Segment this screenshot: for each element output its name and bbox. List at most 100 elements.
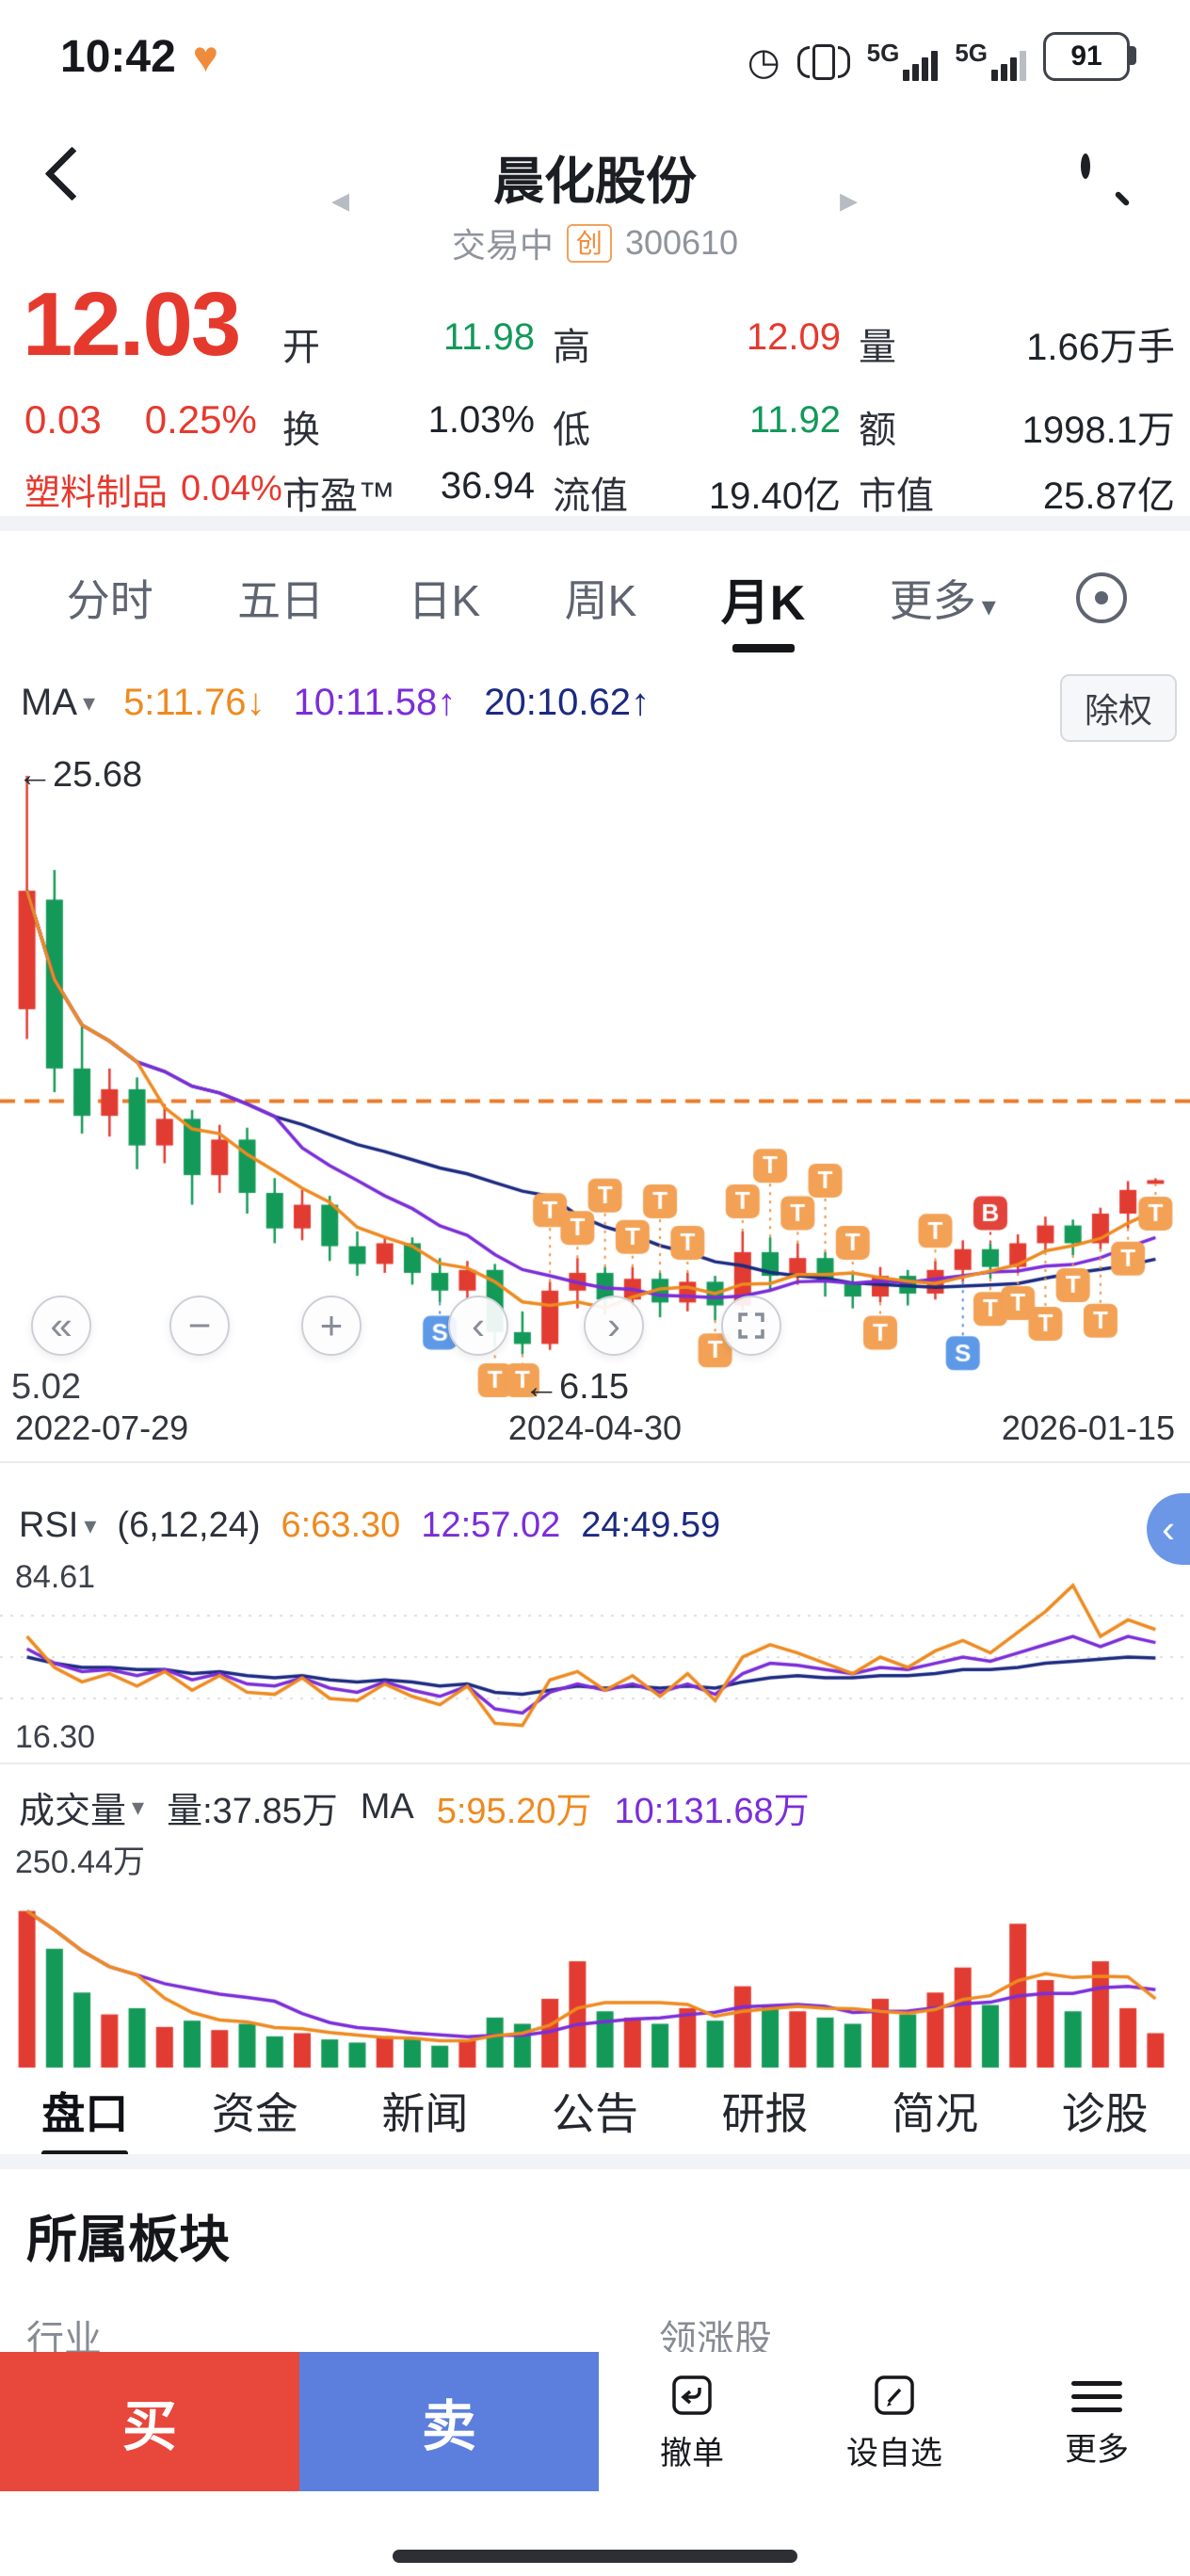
- header: ◂ ▸ 晨化股份 交易中 创 300610: [0, 113, 1190, 273]
- fullscreen-icon: [738, 1312, 764, 1339]
- kline-canvas[interactable]: [0, 744, 1190, 1403]
- divider-line: [0, 1461, 1190, 1463]
- board-badge: 创: [566, 223, 612, 263]
- vol-canvas[interactable]: [0, 1874, 1190, 2071]
- sector-pct: 0.04%: [181, 469, 282, 508]
- zoom-in-button[interactable]: +: [301, 1296, 362, 1356]
- change-value: 0.03: [24, 397, 102, 442]
- quote-field: 高 12.09: [553, 316, 841, 368]
- more-actions-button[interactable]: 更多: [1065, 2374, 1129, 2470]
- date-end: 2026-01-15: [1001, 1409, 1175, 1447]
- tab-5day[interactable]: 五日: [237, 576, 325, 625]
- chevron-right-icon: ›: [295, 469, 307, 508]
- quote-field: 额 1998.1万: [859, 410, 1175, 451]
- rsi6-value: 6:63.30: [281, 1505, 401, 1545]
- scroll-left-fast-button[interactable]: «: [31, 1296, 91, 1356]
- alarm-icon: ◷: [747, 41, 780, 83]
- kline-chart[interactable]: ←25.68 5.02 ←6.15 « − + ‹ ›: [0, 744, 1190, 1407]
- tab-order-book[interactable]: 盘口: [40, 2067, 130, 2157]
- add-watchlist-button[interactable]: 设自选: [846, 2371, 942, 2473]
- period-tab-bar: 分时 五日 日K 周K 月K 更多 ▾: [0, 539, 1190, 657]
- date-mid: 2024-04-30: [507, 1409, 683, 1447]
- rsi-selector[interactable]: RSI ▾: [19, 1505, 97, 1545]
- volume-indicator-bar: 成交量 ▾ 量:37.85万 MA 5:95.20万 10:131.68万: [0, 1778, 1190, 1836]
- rsi-canvas[interactable]: [0, 1567, 1190, 1751]
- quote-field: 流值 19.40亿: [553, 475, 841, 517]
- tab-funds[interactable]: 资金: [211, 2089, 298, 2138]
- sector-name: 塑料制品: [24, 474, 169, 513]
- last-price: 12.03: [23, 274, 241, 375]
- tab-more[interactable]: 更多 ▾: [889, 576, 996, 625]
- ex-rights-button[interactable]: 除权: [1059, 674, 1177, 742]
- edit-watchlist-icon: [875, 2375, 914, 2415]
- section-title: 所属板块: [26, 2212, 230, 2268]
- sector-link[interactable]: 塑料制品 0.04% ›: [24, 463, 307, 515]
- trade-action-bar: 买 卖 撤单 设自选 更多: [0, 2352, 1190, 2491]
- divider-band: [0, 516, 1190, 531]
- sell-button[interactable]: 卖: [299, 2352, 599, 2491]
- tab-minute[interactable]: 分时: [66, 576, 153, 625]
- status-bar: 10:42 ♥ ◷ 5G 5G 91: [0, 0, 1190, 113]
- tab-news[interactable]: 新闻: [381, 2089, 469, 2138]
- rsi12-value: 12:57.02: [421, 1505, 561, 1545]
- buy-button[interactable]: 买: [0, 2352, 299, 2491]
- rsi-indicator-bar: RSI ▾ (6,12,24) 6:63.30 12:57.02 24:49.59: [0, 1495, 1190, 1555]
- battery-percent: 91: [1070, 40, 1102, 72]
- volume-ma5-value: 5:95.20万: [436, 1791, 592, 1831]
- zoom-out-button[interactable]: −: [169, 1296, 230, 1356]
- tab-monthly-k[interactable]: 月K: [717, 550, 810, 652]
- price-change: 0.03 0.25%: [24, 397, 257, 443]
- rsi-min-label: 16.30: [15, 1719, 96, 1755]
- stock-subtitle: 交易中 创 300610: [0, 218, 1190, 267]
- stock-code: 300610: [624, 223, 739, 262]
- quote-field: 换 1.03%: [282, 399, 535, 451]
- divider-band: [0, 2154, 1190, 2169]
- date-axis: 2022-07-29 2024-04-30 2026-01-15: [15, 1409, 1175, 1452]
- volume-selector[interactable]: 成交量 ▾: [19, 1791, 145, 1831]
- next-stock-icon[interactable]: ▸: [840, 181, 859, 220]
- caret-down-icon: ▾: [132, 1792, 145, 1821]
- ma10-value: 10:11.58↑: [293, 681, 457, 723]
- clock-time: 10:42: [60, 31, 176, 82]
- rsi24-value: 24:49.59: [581, 1505, 721, 1545]
- vibrate-icon: [796, 43, 850, 81]
- volume-ma10-value: 10:131.68万: [614, 1791, 810, 1831]
- tab-diagnosis[interactable]: 诊股: [1061, 2089, 1149, 2138]
- ma5-value: 5:11.76↓: [123, 681, 265, 723]
- hamburger-icon: [1071, 2374, 1122, 2416]
- tab-research[interactable]: 研报: [721, 2089, 809, 2138]
- tab-weekly-k[interactable]: 周K: [564, 576, 637, 625]
- indicator-settings-icon[interactable]: [1076, 572, 1128, 623]
- heart-icon: ♥: [192, 32, 219, 81]
- high-annotation: ←25.68: [17, 755, 143, 795]
- caret-down-icon: ▾: [83, 687, 96, 716]
- fullscreen-button[interactable]: [721, 1296, 781, 1356]
- quote-field: 开 11.98: [282, 316, 535, 368]
- ma-selector[interactable]: MA ▾: [21, 681, 96, 723]
- content-tab-bar: 盘口 资金 新闻 公告 研报 简况 诊股: [0, 2067, 1190, 2157]
- min-price-label: 5.02: [11, 1367, 81, 1407]
- scroll-left-button[interactable]: ‹: [448, 1296, 508, 1356]
- cancel-order-icon: [672, 2375, 712, 2415]
- tab-announcements[interactable]: 公告: [551, 2089, 638, 2138]
- quote-field: 市盈™ 36.94: [282, 465, 535, 517]
- home-indicator: [393, 2550, 797, 2563]
- signal-icon-sim2: 5G: [955, 39, 1026, 81]
- tab-daily-k[interactable]: 日K: [408, 576, 481, 625]
- cancel-order-button[interactable]: 撤单: [660, 2371, 724, 2473]
- trading-status: 交易中: [451, 226, 554, 265]
- prev-stock-icon[interactable]: ◂: [331, 181, 350, 220]
- caret-down-icon: ▾: [84, 1510, 97, 1539]
- battery-icon: 91: [1043, 32, 1136, 81]
- search-button[interactable]: [1081, 153, 1135, 213]
- caret-down-icon: ▾: [981, 591, 996, 622]
- volume-value: 量:37.85万: [167, 1791, 338, 1831]
- quote-field: 量 1.66万手: [859, 327, 1175, 368]
- search-icon: [1081, 153, 1090, 179]
- tab-profile[interactable]: 简况: [892, 2089, 979, 2138]
- scroll-right-button[interactable]: ›: [584, 1296, 644, 1356]
- quote-field: 低 11.92: [553, 399, 841, 451]
- low-annotation: ←6.15: [523, 1367, 629, 1407]
- quote-field: 市值 25.87亿: [859, 475, 1175, 517]
